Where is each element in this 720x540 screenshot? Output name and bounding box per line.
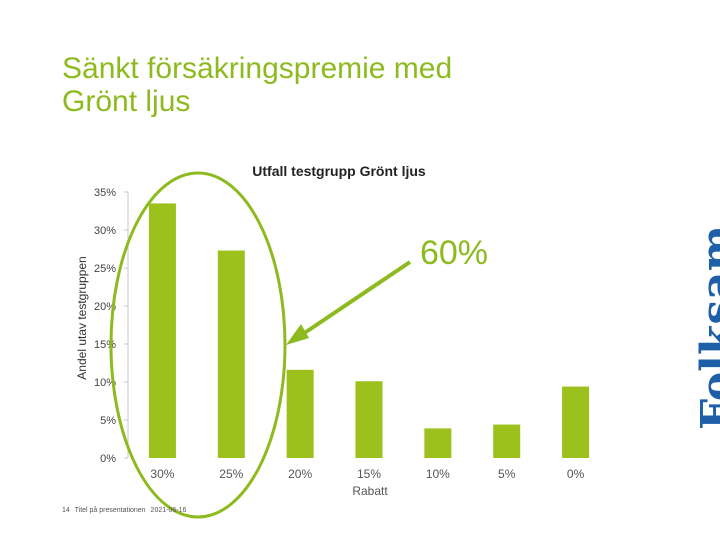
footer-date: 2021-06-16 — [150, 507, 187, 514]
y-tick-label: 10% — [94, 377, 116, 389]
highlight-ellipse — [109, 171, 287, 519]
slide-title-line-2: Grönt ljus — [62, 85, 191, 118]
x-tick-label: 0% — [567, 467, 585, 481]
y-tick-label: 15% — [94, 339, 116, 351]
y-tick-label: 35% — [94, 187, 116, 199]
y-tick-label: 20% — [94, 301, 116, 313]
x-tick-label: 15% — [357, 467, 381, 481]
bar — [355, 381, 383, 458]
y-axis-label: Andel utav testgruppen — [75, 256, 89, 379]
footer-page-number: 14 — [62, 507, 70, 514]
bar — [286, 369, 314, 458]
bars — [148, 203, 590, 458]
y-tick-label: 25% — [94, 263, 116, 275]
x-tick-label: 5% — [498, 467, 516, 481]
slide-title: Sänkt försäkringspremie med Grönt ljus — [62, 52, 582, 118]
x-tick-label: 10% — [426, 467, 450, 481]
x-axis-label: Rabatt — [352, 484, 388, 498]
bar — [424, 428, 452, 458]
bar — [148, 203, 176, 458]
annotation-arrow — [286, 260, 412, 345]
y-tick-label: 30% — [94, 225, 116, 237]
x-tick-label: 30% — [150, 467, 174, 481]
footer-text: Titel på presentationen — [74, 507, 146, 514]
slide-title-line-1: Sänkt försäkringspremie med — [62, 52, 453, 85]
x-tick-label: 25% — [219, 467, 243, 481]
chart-title: Utfall testgrupp Grönt ljus — [252, 163, 426, 179]
x-tick-label: 20% — [288, 467, 312, 481]
annotation-label: 60% — [420, 234, 488, 272]
folksam-logo: Folksam — [692, 224, 720, 430]
bar — [217, 250, 245, 458]
bar — [493, 424, 521, 458]
footer: 14 Titel på presentationen 2021-06-16 — [62, 507, 189, 514]
bar — [562, 386, 590, 458]
x-axis-ticks: 30% 25% 20% 15% 10% 5% 0% — [150, 467, 584, 481]
y-tick-label: 0% — [100, 453, 116, 465]
y-tick-label: 5% — [100, 415, 116, 427]
